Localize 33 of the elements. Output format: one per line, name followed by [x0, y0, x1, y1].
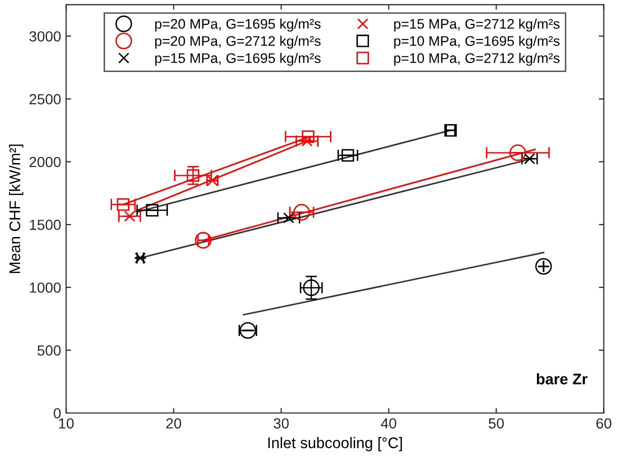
x-tick-label: 10	[59, 418, 74, 429]
point	[293, 204, 310, 221]
legend-label: p=20 MPa, G=1695 kg/m²s	[155, 18, 321, 32]
y-tick-label: 1500	[30, 220, 61, 230]
point	[146, 204, 158, 216]
annotation: bare Zr	[536, 373, 588, 384]
point	[302, 279, 320, 296]
point	[509, 144, 526, 162]
legend-label: p=10 MPa, G=2712 kg/m²s	[394, 52, 560, 66]
y-tick-label: 2000	[30, 156, 61, 168]
point	[342, 149, 354, 162]
point	[124, 210, 136, 222]
y-tick-label: 0	[54, 408, 61, 418]
x-tick-label: 60	[596, 418, 612, 429]
x-tick-label: 30	[274, 418, 289, 429]
y-axis-title: Mean CHF [kW/m²]	[9, 144, 24, 273]
x-tick-label: 50	[488, 418, 504, 429]
y-tick-label: 3000	[29, 31, 61, 42]
y-tick-label: 2500	[30, 94, 61, 104]
legend-label: p=15 MPa, G=2712 kg/m²s	[394, 18, 560, 32]
legend-label: p=15 MPa, G=1695 kg/m²s	[155, 52, 321, 66]
y-tick-label: 1000	[30, 282, 61, 293]
point	[116, 198, 130, 211]
y-tick-label: 500	[38, 345, 61, 356]
legend-label: p=20 MPa, G=2712 kg/m²s	[155, 36, 321, 49]
point	[283, 212, 294, 224]
point	[535, 258, 552, 275]
point	[186, 169, 200, 182]
legend-label: p=10 MPa, G=1695 kg/m²s	[394, 36, 560, 49]
x-tick-label: 40	[380, 418, 396, 429]
point	[524, 153, 536, 164]
x-tick-label: 20	[166, 418, 182, 429]
x-axis-title: Inlet subcooling [°C]	[268, 437, 402, 452]
